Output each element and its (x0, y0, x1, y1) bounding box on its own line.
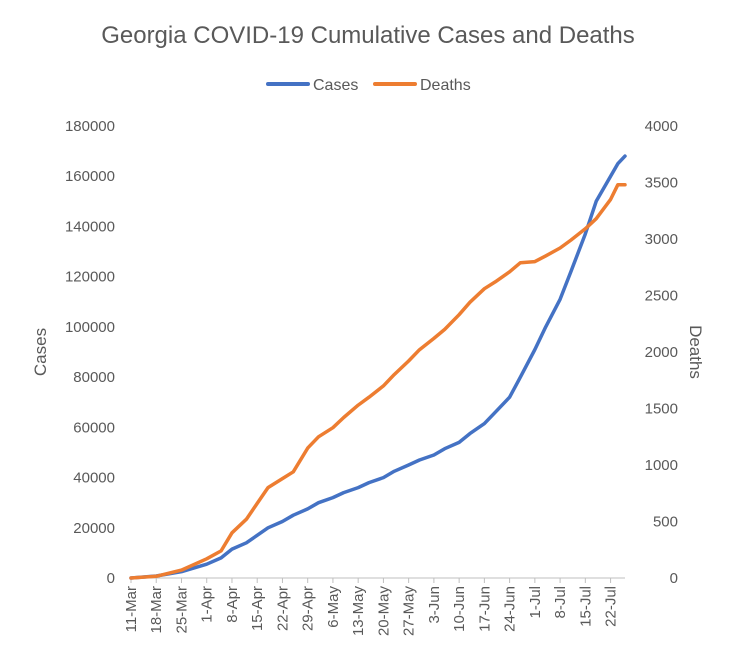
x-tick-label: 6-May (325, 586, 342, 628)
y-left-tick-label: 180000 (65, 118, 115, 135)
x-tick-label: 25-Mar (173, 586, 190, 634)
series-line-deaths (129, 183, 627, 580)
y-left-tick-label: 120000 (65, 269, 115, 286)
x-axis-ticks: 11-Mar 18-Mar 25-Mar 1-Apr 8-Apr 15-Apr 22-Apr… (123, 578, 620, 636)
x-tick-label: 13-May (350, 586, 367, 637)
x-tick-label: 15-Jul (577, 586, 594, 627)
x-tick-label: 10-Jun (451, 586, 468, 632)
y-axis-right-ticks: 0 500 1000 1500 2000 2500 3000 3500 4000 (645, 118, 678, 587)
x-tick-label: 8-Apr (224, 586, 241, 623)
x-tick-label: 17-Jun (476, 586, 493, 632)
y-left-tick-label: 160000 (65, 168, 115, 185)
series-layer (129, 154, 627, 580)
x-tick-label: 8-Jul (552, 586, 569, 619)
chart-title: Georgia COVID-19 Cumulative Cases and De… (101, 22, 635, 49)
x-tick-label: 22-Jul (603, 586, 620, 627)
x-tick-label: 1-Jul (527, 586, 544, 619)
x-tick-label: 1-Apr (199, 586, 216, 623)
x-tick-label: 15-Apr (249, 586, 266, 631)
y-right-tick-label: 3500 (645, 175, 678, 192)
legend: Cases Deaths (266, 77, 471, 94)
y-left-tick-label: 140000 (65, 218, 115, 235)
y-axis-left-ticks: 0 20000 40000 60000 80000 100000 120000 140000 1… (65, 118, 115, 587)
legend-label-cases: Cases (313, 77, 358, 94)
x-tick-label: 20-May (375, 586, 392, 637)
y-right-tick-label: 1000 (645, 457, 678, 474)
legend-label-deaths: Deaths (420, 77, 471, 94)
x-tick-label: 29-Apr (300, 586, 317, 631)
x-tick-label: 22-Apr (274, 586, 291, 631)
y-left-tick-label: 80000 (73, 369, 115, 386)
y-right-tick-label: 4000 (645, 118, 678, 135)
y-right-tick-label: 1500 (645, 401, 678, 418)
y-right-tick-label: 2000 (645, 344, 678, 361)
y-axis-right-title: Deaths (686, 325, 705, 379)
series-line-cases (129, 154, 627, 580)
y-left-tick-label: 100000 (65, 319, 115, 336)
x-tick-label: 3-Jun (426, 586, 443, 624)
y-right-tick-label: 3000 (645, 231, 678, 248)
y-left-tick-label: 0 (107, 570, 115, 587)
y-left-tick-label: 20000 (73, 520, 115, 537)
x-tick-label: 27-May (401, 586, 418, 637)
y-axis-left-title: Cases (31, 328, 50, 376)
y-right-tick-label: 2500 (645, 288, 678, 305)
x-tick-label: 11-Mar (123, 586, 140, 632)
y-right-tick-label: 500 (653, 514, 678, 531)
y-left-tick-label: 40000 (73, 470, 115, 487)
x-tick-label: 18-Mar (148, 586, 165, 634)
y-left-tick-label: 60000 (73, 419, 115, 436)
y-right-tick-label: 0 (670, 570, 678, 587)
x-tick-label: 24-Jun (502, 586, 519, 632)
